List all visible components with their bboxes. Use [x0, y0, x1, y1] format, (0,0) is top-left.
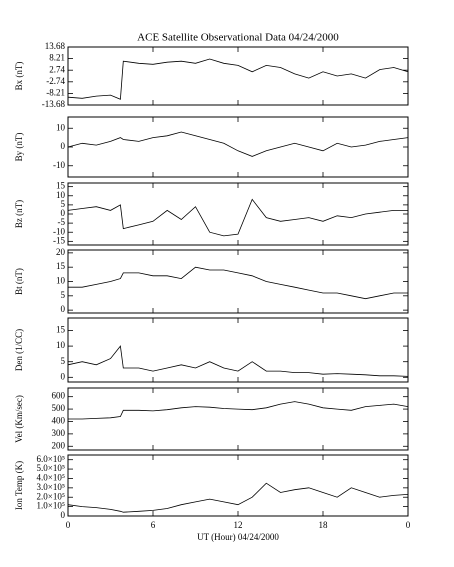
y-axis-label: Bx (nT): [14, 62, 24, 91]
y-tick-label: -10: [53, 226, 65, 236]
y-axis-label: Vel (Km/sec): [14, 395, 24, 443]
y-tick-label: 2.0×10⁵: [37, 491, 65, 501]
y-tick-label: 6.0×10⁵: [37, 454, 65, 464]
y-tick-label: 600: [52, 391, 66, 401]
y-tick-label: 20: [56, 247, 66, 257]
x-tick-label: 0: [406, 520, 411, 530]
y-tick-label: 8.21: [49, 53, 65, 63]
y-tick-label: 500: [52, 403, 66, 413]
y-axis-label: Ion Temp (K): [14, 461, 24, 510]
y-tick-label: 0: [61, 371, 66, 381]
panel-frame: [67, 317, 409, 383]
y-tick-label: 0: [61, 208, 66, 218]
data-line: [67, 58, 409, 100]
y-tick-label: 2.74: [49, 64, 65, 74]
y-tick-label: 300: [52, 428, 66, 438]
y-tick-label: 5: [61, 199, 66, 209]
y-tick-label: 5: [61, 356, 66, 366]
y-tick-label: 10: [56, 340, 66, 350]
y-tick-label: -10: [53, 160, 65, 170]
y-tick-label: 3.0×10⁵: [37, 482, 65, 492]
data-line: [67, 345, 409, 377]
y-tick-label: 10: [56, 122, 66, 132]
x-tick-label: 12: [234, 520, 243, 530]
x-axis-label: UT (Hour) 04/24/2000: [197, 532, 279, 542]
y-tick-label: 15: [56, 325, 66, 335]
panel-frame: [67, 249, 409, 314]
y-tick-label: 0: [61, 141, 66, 151]
data-line: [67, 131, 409, 157]
y-tick-label: 5: [61, 290, 66, 300]
panel-frame: [67, 387, 409, 451]
y-axis-label: Den (1/CC): [14, 329, 24, 371]
y-tick-label: 15: [56, 261, 66, 271]
y-tick-label: -5: [58, 217, 66, 227]
y-tick-label: 0: [61, 510, 66, 520]
y-tick-label: 1.0×10⁵: [37, 501, 65, 511]
data-line: [67, 198, 408, 237]
panel-frame: [67, 116, 409, 178]
y-tick-label: 4.0×10⁵: [37, 473, 65, 483]
panel-frame: [67, 454, 409, 517]
panel-frame: [67, 182, 409, 246]
x-tick-label: 6: [151, 520, 156, 530]
y-tick-label: 13.68: [45, 41, 66, 51]
data-line: [68, 401, 409, 420]
x-tick-label: 18: [319, 520, 329, 530]
y-tick-label: -15: [53, 235, 65, 245]
y-axis-label: Bz (nT): [14, 200, 24, 228]
y-tick-label: 400: [52, 416, 66, 426]
data-line: [67, 482, 409, 513]
y-axis-label: By (nT): [14, 133, 24, 162]
x-tick-label: 0: [66, 520, 71, 530]
y-tick-label: -2.74: [46, 76, 65, 86]
y-tick-label: 200: [52, 440, 66, 450]
y-tick-label: -8.21: [46, 87, 65, 97]
y-tick-label: 5.0×10⁵: [37, 463, 65, 473]
y-tick-label: 10: [56, 276, 66, 286]
chart-title: ACE Satellite Observational Data 04/24/2…: [137, 32, 339, 44]
y-tick-label: 10: [56, 190, 66, 200]
y-tick-label: 15: [56, 181, 66, 191]
y-tick-label: -13.68: [42, 99, 66, 109]
data-line: [68, 266, 408, 300]
y-axis-label: Bt (nT): [14, 268, 24, 295]
y-tick-label: 0: [61, 304, 66, 314]
